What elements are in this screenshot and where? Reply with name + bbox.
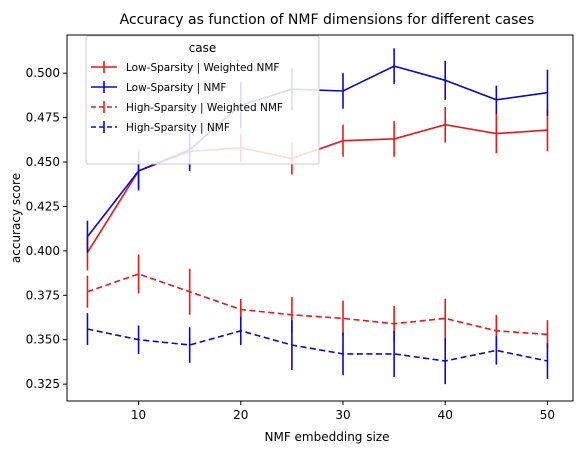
- x-tick-label: 10: [131, 408, 146, 422]
- series-line: [87, 329, 547, 361]
- chart-title: Accuracy as function of NMF dimensions f…: [120, 12, 535, 28]
- x-tick-label: 50: [540, 408, 555, 422]
- x-axis-ticks: 10 20 30 40 50: [131, 401, 555, 422]
- y-tick-label: 0.375: [26, 288, 60, 302]
- series-3: [87, 254, 547, 348]
- y-tick-label: 0.450: [26, 155, 60, 169]
- legend-box: [86, 36, 319, 164]
- y-tick-label: 0.325: [26, 377, 60, 391]
- y-tick-label: 0.425: [26, 199, 60, 213]
- y-axis-label: accuracy score: [9, 173, 23, 263]
- x-tick-label: 30: [335, 408, 350, 422]
- y-tick-label: 0.350: [26, 333, 60, 347]
- legend-label: Low-Sparsity | NMF: [126, 82, 226, 94]
- legend-title: case: [189, 41, 217, 55]
- x-tick-label: 20: [233, 408, 248, 422]
- legend-label: Low-Sparsity | Weighted NMF: [126, 62, 279, 74]
- x-axis-label: NMF embedding size: [265, 430, 390, 444]
- y-tick-label: 0.400: [26, 244, 60, 258]
- legend: case Low-Sparsity | Weighted NMF Low-Spars…: [86, 36, 319, 164]
- y-tick-label: 0.475: [26, 111, 60, 125]
- series-line: [87, 274, 547, 334]
- y-axis-ticks: 0.325 0.350 0.375 0.400 0.425 0.450 0.475 0.500: [26, 66, 67, 391]
- y-tick-label: 0.500: [26, 66, 60, 80]
- x-tick-label: 40: [438, 408, 453, 422]
- series-4: [87, 313, 547, 384]
- legend-label: High-Sparsity | Weighted NMF: [126, 102, 283, 114]
- legend-label: High-Sparsity | NMF: [126, 122, 230, 134]
